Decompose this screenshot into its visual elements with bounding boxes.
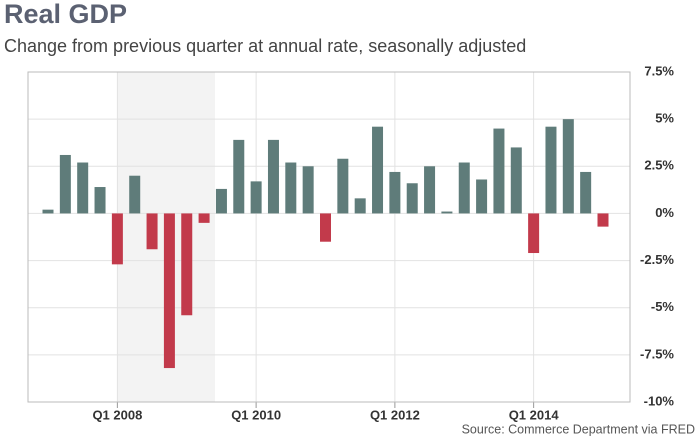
bar [424, 166, 436, 214]
y-tick-label: -5% [651, 299, 675, 314]
y-tick-label: 0% [655, 205, 674, 220]
bar [285, 162, 297, 214]
chart-title: Real GDP [4, 0, 127, 29]
x-tick-label: Q1 2010 [231, 407, 281, 422]
bar [42, 209, 54, 214]
bar [215, 188, 227, 214]
y-tick-label: 2.5% [644, 158, 674, 173]
bar [441, 211, 453, 214]
bar [198, 213, 210, 223]
bar [267, 139, 279, 214]
x-tick-label: Q1 2012 [370, 407, 420, 422]
bar [77, 162, 89, 214]
bar [389, 171, 401, 214]
source-note: Source: Commerce Department via FRED [462, 422, 695, 436]
bar [163, 213, 175, 369]
x-tick-label: Q1 2008 [92, 407, 142, 422]
bar [493, 128, 505, 214]
bar [111, 213, 123, 265]
bar [146, 213, 158, 250]
y-tick-label: -2.5% [640, 252, 674, 267]
bar [337, 158, 349, 214]
bar [372, 126, 384, 214]
y-tick-label: 7.5% [644, 63, 674, 78]
bar [476, 179, 488, 214]
bar [545, 126, 557, 214]
bar [597, 213, 609, 227]
chart-subtitle: Change from previous quarter at annual r… [4, 36, 526, 56]
y-tick-label: 5% [655, 111, 674, 126]
bar [510, 147, 522, 214]
bar [406, 183, 418, 214]
bar [233, 139, 245, 214]
bar [320, 213, 331, 242]
y-tick-label: -10% [644, 393, 675, 408]
bar [528, 213, 540, 254]
bar [250, 181, 262, 214]
y-tick-label: -7.5% [640, 346, 674, 361]
bar [59, 154, 71, 214]
x-tick-label: Q1 2014 [509, 407, 560, 422]
bar [302, 166, 314, 214]
bar [354, 198, 366, 214]
plot-frame [27, 71, 631, 403]
bar [580, 171, 592, 214]
bar [562, 119, 574, 214]
bar [181, 213, 193, 316]
bar [94, 187, 106, 214]
bar [129, 175, 141, 214]
bar [458, 162, 470, 214]
